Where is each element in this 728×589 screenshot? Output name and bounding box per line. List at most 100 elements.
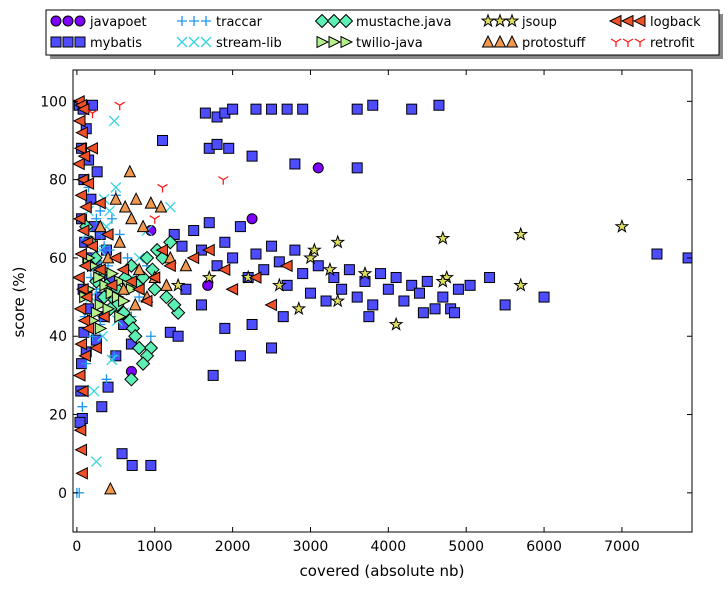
data-point	[234, 221, 246, 233]
data-point	[202, 243, 215, 257]
data-point	[126, 459, 138, 471]
data-point	[145, 331, 156, 342]
y-tick-label: 100	[40, 94, 67, 110]
data-point	[104, 205, 116, 217]
legend-entry: mustache.java	[314, 13, 452, 30]
data-point	[330, 234, 346, 249]
legend-label: jsoup	[521, 15, 557, 30]
data-point	[129, 192, 143, 205]
legend-label: mustache.java	[356, 15, 452, 30]
data-point	[76, 102, 90, 116]
data-point	[163, 259, 176, 273]
data-point	[499, 299, 511, 311]
legend-entry: logback	[608, 14, 701, 30]
legend-label: mybatis	[90, 36, 142, 51]
data-point	[297, 103, 309, 115]
legend-box	[45, 9, 720, 56]
legend-entry: javapoet	[50, 15, 147, 30]
data-point	[250, 248, 262, 260]
legend-entry: protostuff	[481, 34, 586, 51]
legend-entry: mybatis	[50, 36, 142, 51]
data-point	[186, 251, 200, 265]
plot-area-frame	[72, 69, 693, 533]
data-point	[77, 314, 91, 327]
series-retrofit	[87, 101, 229, 224]
legend-entry: retrofit	[610, 36, 694, 51]
data-point	[77, 401, 88, 412]
data-point	[74, 443, 88, 457]
data-point	[102, 381, 114, 393]
data-point	[105, 286, 119, 300]
data-point	[172, 330, 184, 342]
data-point	[513, 277, 529, 292]
y-tick-label: 60	[49, 251, 67, 267]
data-point	[147, 282, 162, 297]
legend-entry: stream-lib	[176, 36, 282, 51]
data-point	[97, 310, 110, 323]
data-point	[128, 329, 143, 344]
data-point	[73, 271, 85, 284]
data-point	[382, 283, 394, 295]
data-point	[149, 215, 161, 224]
data-point	[87, 109, 98, 119]
data-point	[117, 282, 130, 295]
data-point	[97, 330, 109, 342]
data-point	[281, 103, 293, 115]
x-tick-label: 7000	[604, 539, 640, 555]
data-point	[109, 192, 123, 205]
legend-label: stream-lib	[216, 36, 282, 51]
data-point	[109, 350, 120, 361]
data-point	[73, 157, 85, 171]
data-point	[147, 271, 161, 284]
data-point	[133, 252, 145, 264]
legend-label: logback	[650, 15, 701, 30]
legend-entry: jsoup	[480, 13, 557, 30]
data-point	[157, 183, 168, 193]
data-point	[280, 259, 293, 273]
y-tick-label: 0	[58, 486, 67, 502]
data-point	[123, 164, 137, 178]
data-point	[217, 176, 229, 185]
series-logback	[73, 95, 293, 480]
x-tick-label: 1000	[137, 539, 173, 555]
data-point	[614, 218, 630, 233]
legend-items: javapoet mybatis traccar stream-lib mustache…	[50, 13, 701, 51]
data-point	[246, 213, 258, 225]
data-point	[79, 290, 93, 304]
data-point	[266, 240, 278, 252]
data-point	[433, 99, 445, 111]
legend-entry: twilio-java	[316, 35, 423, 51]
data-point	[124, 275, 137, 288]
data-point	[73, 114, 86, 128]
data-point	[240, 269, 256, 284]
data-point	[108, 251, 122, 265]
data-point	[291, 301, 307, 316]
data-point	[136, 219, 150, 233]
data-point	[85, 239, 98, 253]
data-point	[100, 228, 114, 241]
data-point	[367, 99, 379, 111]
data-point	[266, 103, 278, 115]
data-point	[132, 262, 146, 276]
data-point	[78, 259, 91, 273]
data-point	[375, 268, 387, 280]
data-point	[538, 291, 550, 303]
x-tick-label: 2000	[215, 539, 251, 555]
data-point	[104, 245, 115, 256]
data-point	[139, 250, 155, 266]
data-point	[417, 307, 429, 319]
data-point	[234, 350, 246, 362]
data-point	[207, 369, 219, 381]
data-point	[390, 272, 402, 284]
data-point	[81, 177, 95, 190]
x-tick-label: 4000	[371, 539, 407, 555]
data-point	[113, 235, 127, 248]
data-point	[398, 295, 410, 307]
data-point	[388, 316, 404, 331]
data-point	[179, 258, 193, 272]
data-point	[199, 107, 211, 119]
data-point	[132, 282, 145, 296]
data-point	[351, 103, 363, 115]
data-point	[271, 277, 287, 292]
